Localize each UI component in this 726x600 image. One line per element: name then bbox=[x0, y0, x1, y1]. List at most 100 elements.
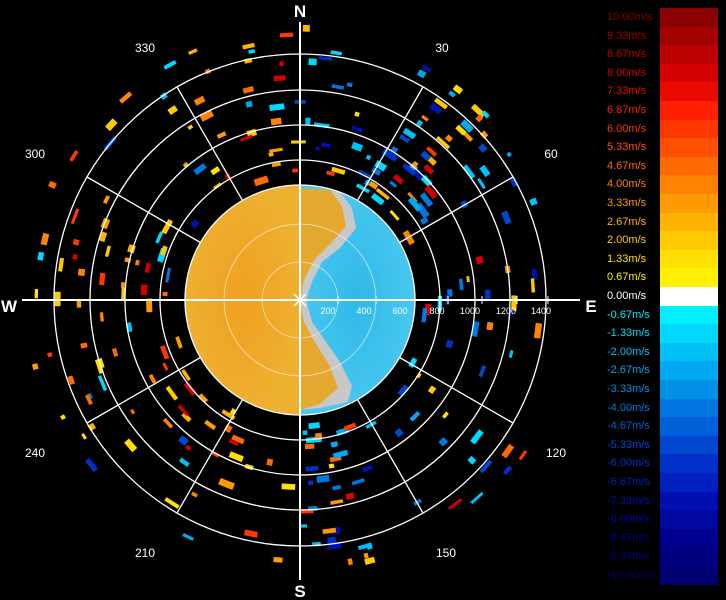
label-east: E bbox=[585, 297, 596, 316]
echo-cell bbox=[304, 443, 315, 450]
echo-cell bbox=[423, 163, 435, 175]
echo-cell bbox=[31, 363, 39, 371]
echo-cell bbox=[58, 257, 65, 272]
legend-swatch bbox=[660, 417, 718, 436]
echo-cell bbox=[357, 169, 373, 180]
echo-cell bbox=[253, 175, 269, 187]
echo-cell bbox=[407, 196, 422, 212]
echo-cell bbox=[178, 457, 190, 468]
legend-label: -6.67m/s bbox=[607, 476, 650, 488]
echo-cell bbox=[165, 267, 171, 283]
echo-cell bbox=[408, 357, 418, 369]
echo-cell bbox=[331, 166, 346, 175]
echo-cell bbox=[175, 336, 183, 349]
echo-cell bbox=[318, 56, 333, 61]
echo-cell bbox=[305, 117, 311, 125]
echo-cell bbox=[271, 162, 282, 168]
echo-cell bbox=[47, 352, 53, 358]
legend-swatch bbox=[660, 268, 718, 287]
echo-cell bbox=[164, 497, 180, 509]
legend-label: 8.67m/s bbox=[607, 48, 647, 61]
echo-cell bbox=[182, 161, 190, 169]
echo-cell bbox=[462, 164, 476, 180]
echo-cell bbox=[316, 474, 330, 483]
echo-cell bbox=[302, 430, 308, 435]
legend-label: -9.33m/s bbox=[607, 550, 650, 563]
echo-cell bbox=[81, 433, 87, 440]
echo-cell bbox=[134, 259, 140, 266]
legend-swatch bbox=[660, 156, 718, 176]
echo-cell bbox=[330, 441, 339, 448]
legend-swatch bbox=[660, 287, 718, 306]
echo-cell bbox=[111, 347, 119, 357]
echo-cell bbox=[140, 284, 148, 296]
echo-cell bbox=[37, 251, 45, 261]
echo-cell bbox=[533, 322, 543, 339]
echo-cell bbox=[421, 307, 428, 323]
echo-cell bbox=[402, 127, 417, 140]
echo-cell bbox=[421, 114, 429, 122]
echo-cell bbox=[466, 275, 470, 283]
echo-cell bbox=[72, 253, 78, 261]
echo-cell bbox=[187, 124, 194, 131]
legend-swatch bbox=[660, 212, 718, 232]
azimuth-spoke bbox=[399, 356, 514, 424]
echo-cell bbox=[228, 451, 244, 463]
legend-label: 6.00m/s bbox=[607, 122, 647, 135]
echo-cell bbox=[479, 459, 493, 474]
echo-cell bbox=[332, 484, 342, 491]
legend-swatch bbox=[660, 305, 718, 325]
range-label-1200: 1200 bbox=[496, 306, 516, 316]
echo-cell bbox=[481, 110, 490, 119]
azimuth-label-30: 30 bbox=[435, 41, 449, 55]
echo-cell bbox=[223, 424, 233, 434]
echo-cell bbox=[409, 411, 421, 422]
echo-cell bbox=[345, 492, 355, 501]
echo-cell bbox=[424, 185, 438, 200]
legend-swatch bbox=[660, 101, 718, 120]
echo-cell bbox=[365, 420, 377, 430]
echo-cell bbox=[413, 498, 423, 506]
echo-cell bbox=[368, 180, 379, 190]
echo-cell bbox=[479, 130, 489, 139]
legend-label: -0.67m/s bbox=[607, 308, 650, 321]
echo-cell bbox=[419, 216, 429, 225]
echo-cell bbox=[531, 268, 538, 281]
echo-cell bbox=[300, 524, 308, 528]
legend-label: -4.67m/s bbox=[607, 420, 650, 433]
echo-warm-overlay bbox=[300, 188, 346, 410]
echo-cell bbox=[364, 556, 376, 565]
echo-cell bbox=[435, 135, 451, 150]
echo-cell bbox=[325, 170, 336, 177]
legend-label: -4.00m/s bbox=[607, 401, 650, 414]
echo-cell bbox=[183, 381, 197, 396]
echo-cell bbox=[162, 362, 169, 371]
legend-label: 5.33m/s bbox=[607, 141, 647, 154]
echo-cell bbox=[273, 75, 286, 82]
echo-cell bbox=[370, 192, 385, 206]
range-ticks bbox=[337, 296, 549, 304]
echo-cell bbox=[354, 111, 360, 117]
echo-cell bbox=[197, 393, 209, 404]
echo-cell bbox=[84, 394, 93, 406]
echo-cell bbox=[365, 542, 373, 550]
legend-swatch bbox=[660, 249, 718, 269]
echo-cell bbox=[124, 438, 138, 453]
echo-cell bbox=[444, 134, 454, 143]
echo-cell bbox=[218, 477, 235, 490]
echo-cell bbox=[357, 543, 368, 550]
echo-cell bbox=[478, 365, 487, 378]
echo-cell bbox=[48, 180, 57, 189]
azimuth-spoke bbox=[356, 86, 424, 201]
echo-cell bbox=[292, 168, 299, 173]
azimuth-label-120: 120 bbox=[546, 446, 566, 460]
azimuth-spoke bbox=[356, 399, 424, 514]
echo-cell bbox=[351, 141, 364, 152]
radar-ppi-display: N E S W 30 60 120 150 210 240 300 330 20… bbox=[1, 2, 597, 600]
legend-swatch bbox=[660, 45, 718, 64]
echo-cell bbox=[355, 183, 370, 194]
echo-cell bbox=[518, 449, 528, 461]
echo-cell bbox=[269, 103, 285, 111]
echo-cell bbox=[501, 443, 515, 459]
echo-cell bbox=[389, 209, 400, 221]
